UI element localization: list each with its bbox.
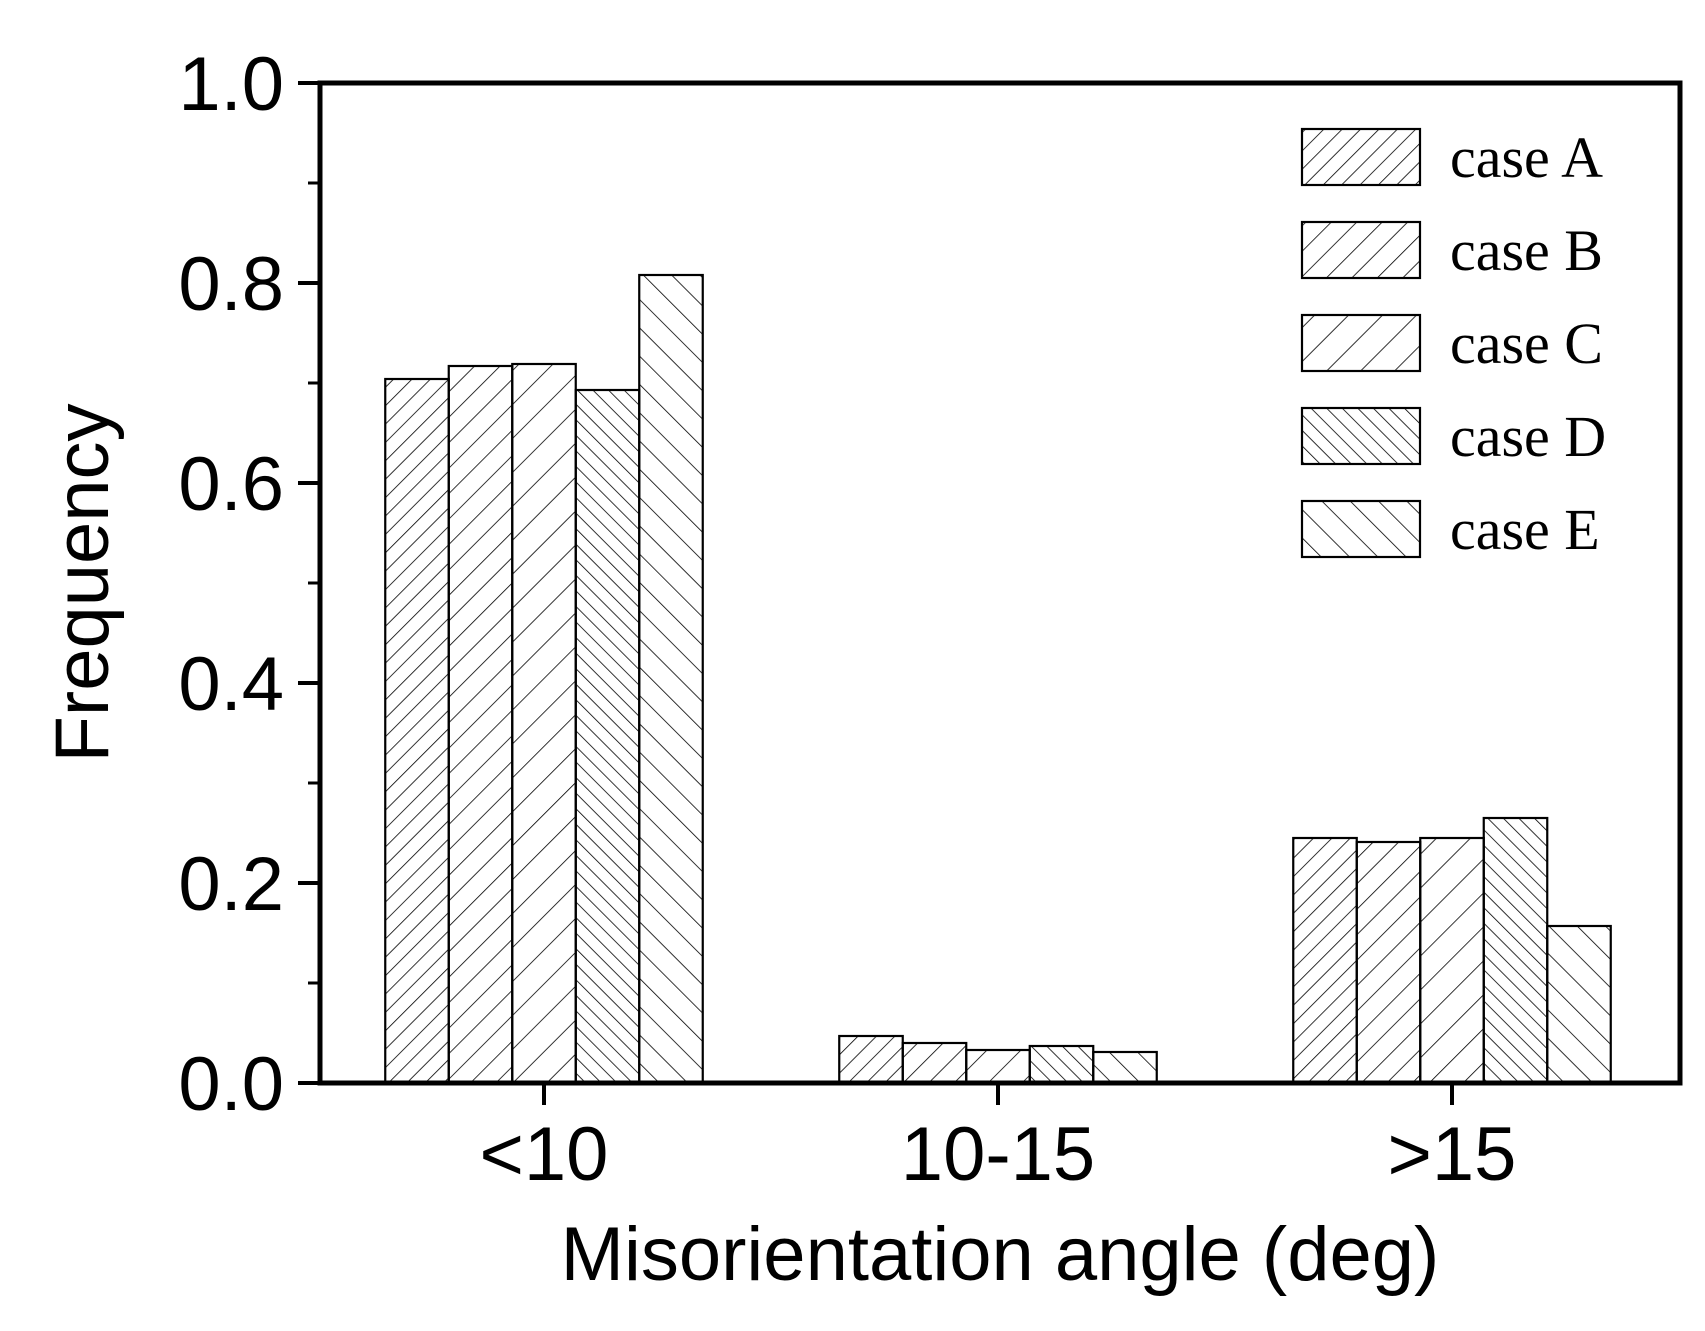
y-tick-label: 0.0 xyxy=(178,1042,284,1127)
bar-case-c-2 xyxy=(1419,836,1485,1085)
x-tick-label: 10-15 xyxy=(901,1112,1095,1197)
bar-case-a-0 xyxy=(384,377,450,1085)
y-tick-label: 1.0 xyxy=(178,42,284,127)
legend-label: case D xyxy=(1450,404,1606,469)
bar-case-d-1 xyxy=(1028,1044,1095,1085)
y-tick-label: 0.2 xyxy=(178,842,284,927)
bar-case-a-2 xyxy=(1292,836,1358,1085)
plot-frame xyxy=(317,80,1683,1086)
y-tick-label: 0.6 xyxy=(178,442,284,527)
legend-label: case A xyxy=(1450,125,1603,190)
y-tick-label: 0.4 xyxy=(178,642,284,727)
legend-label: case B xyxy=(1450,218,1603,283)
legend-label: case E xyxy=(1450,497,1600,562)
bar-case-c-1 xyxy=(965,1048,1031,1085)
bar-case-c-0 xyxy=(511,362,577,1085)
bar-case-b-2 xyxy=(1355,840,1422,1085)
bar-case-b-1 xyxy=(901,1041,968,1085)
bar-case-d-2 xyxy=(1482,816,1549,1085)
bar-case-a-1 xyxy=(838,1034,904,1085)
legend-swatch-case-d xyxy=(1300,406,1422,466)
y-axis-title: Frequency xyxy=(40,403,125,762)
legend-swatch-case-b xyxy=(1300,220,1422,280)
bar-case-e-0 xyxy=(638,273,704,1085)
bar-case-b-0 xyxy=(447,364,514,1085)
x-axis-ticks: <10 10-15 >15 xyxy=(480,1083,1517,1197)
bar-case-d-0 xyxy=(574,388,641,1085)
legend-label: case C xyxy=(1450,311,1603,376)
bars-group xyxy=(384,273,1612,1085)
x-axis-title: Misorientation angle (deg) xyxy=(561,1212,1440,1297)
y-tick-label: 0.8 xyxy=(178,242,284,327)
legend-swatch-case-c xyxy=(1300,313,1422,373)
x-tick-label: >15 xyxy=(1388,1112,1517,1197)
legend-swatch-case-e xyxy=(1300,499,1422,559)
legend-swatch-case-a xyxy=(1300,127,1422,187)
y-axis-ticks: 0.0 0.2 0.4 0.6 0.8 1.0 xyxy=(178,42,320,1127)
x-tick-label: <10 xyxy=(480,1112,609,1197)
bar-case-e-1 xyxy=(1092,1050,1158,1085)
bar-case-e-2 xyxy=(1546,924,1612,1085)
legend: case A case B case C case D case E xyxy=(1300,125,1606,562)
